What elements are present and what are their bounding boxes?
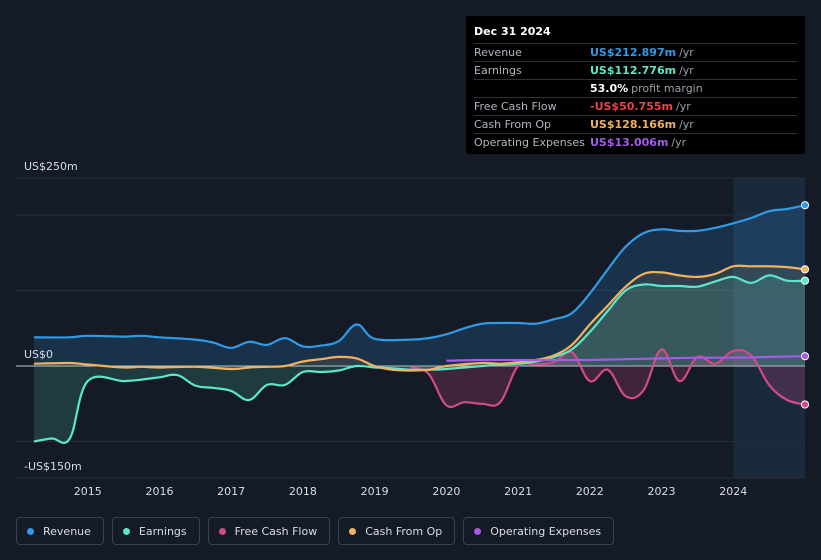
y-tick-label: US$250m	[24, 160, 78, 173]
tooltip-row-unit: /yr	[671, 136, 687, 149]
legend-label: Cash From Op	[365, 524, 443, 538]
operating-expenses-end-point	[800, 352, 810, 361]
cash-from-op-line	[33, 264, 806, 372]
tooltip-row-label: Earnings	[474, 64, 522, 77]
revenue-area	[33, 205, 805, 366]
legend-dot-icon	[27, 527, 34, 535]
tooltip-row: Cash From Op US$128.166m/yr	[474, 115, 797, 133]
tooltip-row-value: -US$50.755m	[590, 100, 673, 113]
cash-from-op-area	[33, 265, 805, 371]
x-tick-label: 2016	[145, 485, 173, 498]
earnings-end-point	[800, 276, 810, 285]
tooltip-row-value: 53.0%	[590, 82, 629, 95]
operating-expenses-line	[446, 355, 806, 362]
y-tick-label: -US$150m	[24, 460, 82, 473]
tooltip-row-unit: /yr	[679, 64, 694, 77]
highlight-band	[733, 178, 805, 478]
x-tick-label: 2017	[217, 485, 245, 498]
x-tick-label: 2023	[648, 485, 676, 498]
earnings-area	[33, 275, 805, 443]
tooltip-row-unit: /yr	[675, 100, 691, 113]
free-cash-flow-line	[410, 348, 806, 409]
plot-background	[16, 178, 805, 478]
legend-label: Free Cash Flow	[234, 524, 318, 538]
legend: Revenue Earnings Free Cash Flow Cash From O…	[16, 517, 615, 545]
x-tick-label: 2018	[289, 485, 317, 498]
tooltip-row-label: Free Cash Flow	[474, 100, 557, 113]
cash-from-op-end-point	[800, 265, 810, 274]
x-tick-label: 2019	[361, 485, 389, 498]
legend-dot-icon	[218, 527, 226, 535]
legend-item-cash-from-op[interactable]: Cash From Op	[338, 517, 456, 545]
tooltip-row-value: US$128.166m	[590, 118, 677, 131]
tooltip-row-value: US$13.006m	[590, 136, 669, 149]
legend-item-revenue[interactable]: Revenue	[16, 517, 104, 545]
legend-dot-icon	[349, 527, 357, 535]
tooltip-row-unit: /yr	[679, 118, 694, 131]
x-tick-label: 2021	[504, 485, 532, 498]
legend-label: Revenue	[43, 524, 91, 538]
legend-dot-icon	[474, 527, 482, 535]
tooltip-row-unit: /yr	[679, 46, 694, 59]
legend-item-operating-expenses[interactable]: Operating Expenses	[463, 517, 615, 545]
legend-item-earnings[interactable]: Earnings	[111, 517, 200, 545]
x-tick-label: 2024	[719, 485, 747, 498]
revenue-line	[33, 204, 806, 350]
tooltip-row: 53.0% profit margin	[474, 79, 797, 97]
tooltip-row: Free Cash Flow -US$50.755m/yr	[474, 97, 797, 115]
legend-dot-icon	[122, 527, 130, 535]
legend-item-free-cash-flow[interactable]: Free Cash Flow	[207, 517, 331, 545]
tooltip-row-label: Revenue	[474, 46, 522, 59]
tooltip-panel: Dec 31 2024 Revenue US$212.897m/yr Earning…	[466, 16, 805, 154]
tooltip-date: Dec 31 2024	[474, 25, 551, 38]
tooltip-row-value: US$212.897m	[590, 46, 677, 59]
x-tick-label: 2022	[576, 485, 604, 498]
tooltip-row-label: Cash From Op	[474, 118, 552, 131]
legend-label: Operating Expenses	[490, 524, 602, 538]
tooltip-row-label: Operating Expenses	[474, 136, 585, 149]
x-tick-label: 2015	[74, 485, 102, 498]
tooltip-row-value: US$112.776m	[590, 64, 677, 77]
free-cash-flow-area	[410, 349, 805, 408]
tooltip-row: Operating Expenses US$13.006m/yr	[474, 133, 797, 151]
free-cash-flow-end-point	[800, 400, 810, 409]
y-tick-label: US$0	[24, 348, 53, 361]
tooltip-row: Earnings US$112.776m/yr	[474, 61, 797, 79]
x-tick-label: 2020	[432, 485, 460, 498]
tooltip-row-unit: profit margin	[631, 82, 703, 95]
revenue-end-point	[800, 201, 810, 210]
tooltip-row: Revenue US$212.897m/yr	[474, 43, 797, 61]
legend-label: Earnings	[138, 524, 187, 538]
